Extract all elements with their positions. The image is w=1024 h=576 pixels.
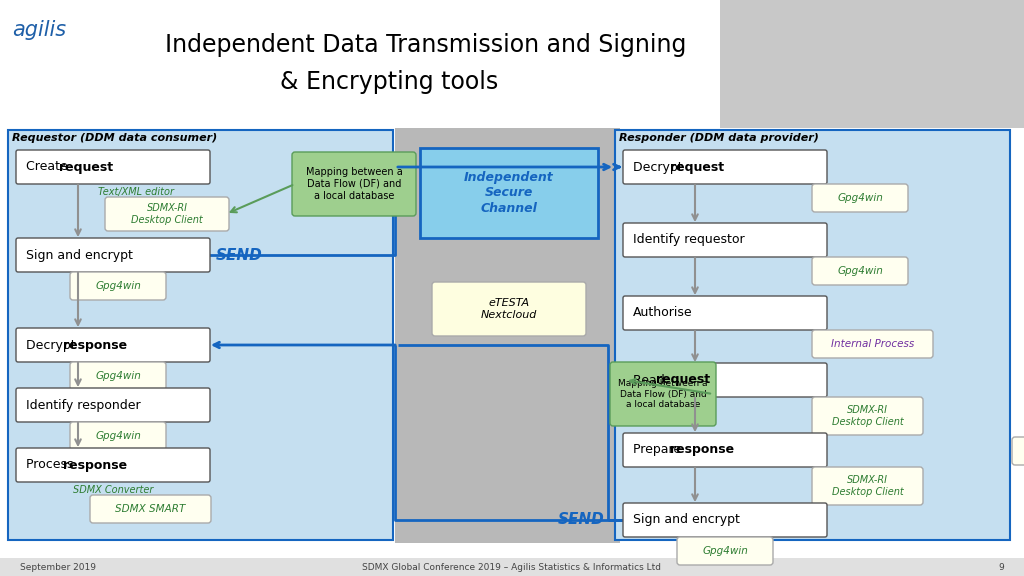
FancyBboxPatch shape xyxy=(395,128,620,543)
FancyBboxPatch shape xyxy=(677,537,773,565)
Text: SDMX Global Conference 2019 – Agilis Statistics & Informatics Ltd: SDMX Global Conference 2019 – Agilis Sta… xyxy=(362,563,662,571)
Text: SEND: SEND xyxy=(558,513,605,528)
Text: Mapping between a
Data Flow (DF) and
a local database: Mapping between a Data Flow (DF) and a l… xyxy=(305,168,402,200)
Text: Gpg4win: Gpg4win xyxy=(837,193,883,203)
FancyBboxPatch shape xyxy=(812,467,923,505)
Text: Independent Data Transmission and Signing: Independent Data Transmission and Signin… xyxy=(165,33,686,57)
FancyBboxPatch shape xyxy=(8,130,393,540)
Text: request: request xyxy=(58,161,113,173)
FancyBboxPatch shape xyxy=(623,223,827,257)
Text: request: request xyxy=(656,373,711,386)
Text: response: response xyxy=(63,458,128,472)
Text: Authorise: Authorise xyxy=(633,306,692,320)
Text: Sign and encrypt: Sign and encrypt xyxy=(633,513,740,526)
FancyBboxPatch shape xyxy=(720,0,1024,128)
Text: Text/XML editor: Text/XML editor xyxy=(98,187,174,197)
FancyBboxPatch shape xyxy=(16,388,210,422)
FancyBboxPatch shape xyxy=(420,148,598,238)
FancyBboxPatch shape xyxy=(812,330,933,358)
FancyBboxPatch shape xyxy=(623,296,827,330)
Text: response: response xyxy=(671,444,734,457)
Text: Process: Process xyxy=(26,458,78,472)
Text: Identify requestor: Identify requestor xyxy=(633,233,744,247)
Text: Responder (DDM data provider): Responder (DDM data provider) xyxy=(618,133,819,143)
FancyBboxPatch shape xyxy=(70,362,166,390)
Text: SDMX-RI
Desktop Client: SDMX-RI Desktop Client xyxy=(831,475,903,497)
Text: Requestor (DDM data consumer): Requestor (DDM data consumer) xyxy=(12,133,217,143)
Text: Independent
Secure
Channel: Independent Secure Channel xyxy=(464,172,554,214)
FancyBboxPatch shape xyxy=(623,363,827,397)
Text: SDMX SMART: SDMX SMART xyxy=(116,504,185,514)
Text: Gpg4win: Gpg4win xyxy=(95,281,141,291)
FancyBboxPatch shape xyxy=(812,257,908,285)
FancyBboxPatch shape xyxy=(16,150,210,184)
Text: Gpg4win: Gpg4win xyxy=(95,431,141,441)
Text: Identify responder: Identify responder xyxy=(26,399,140,411)
Text: Internal Process: Internal Process xyxy=(830,339,914,349)
Text: Prepare: Prepare xyxy=(633,444,685,457)
Text: Mapping between a
Data Flow (DF) and
a local database: Mapping between a Data Flow (DF) and a l… xyxy=(618,379,708,409)
Text: Read: Read xyxy=(633,373,669,386)
FancyBboxPatch shape xyxy=(0,0,730,128)
FancyBboxPatch shape xyxy=(70,422,166,450)
Text: response: response xyxy=(63,339,128,351)
Text: SDMX Converter: SDMX Converter xyxy=(73,485,154,495)
Text: eTESTA
Nextcloud: eTESTA Nextcloud xyxy=(481,298,538,320)
Text: SEND: SEND xyxy=(216,248,263,263)
FancyBboxPatch shape xyxy=(432,282,586,336)
Text: agilis: agilis xyxy=(12,20,67,40)
Text: Decrypt: Decrypt xyxy=(633,161,687,173)
Text: SDMX-RI
Desktop Client: SDMX-RI Desktop Client xyxy=(131,203,203,225)
Text: Gpg4win: Gpg4win xyxy=(837,266,883,276)
FancyBboxPatch shape xyxy=(292,152,416,216)
Text: Gpg4win: Gpg4win xyxy=(95,371,141,381)
Text: Create: Create xyxy=(26,161,72,173)
FancyBboxPatch shape xyxy=(90,495,211,523)
FancyBboxPatch shape xyxy=(16,328,210,362)
FancyBboxPatch shape xyxy=(623,433,827,467)
FancyBboxPatch shape xyxy=(70,272,166,300)
FancyBboxPatch shape xyxy=(1012,437,1024,465)
FancyBboxPatch shape xyxy=(16,448,210,482)
FancyBboxPatch shape xyxy=(615,130,1010,540)
FancyBboxPatch shape xyxy=(623,503,827,537)
FancyBboxPatch shape xyxy=(812,397,923,435)
Text: 9: 9 xyxy=(998,563,1004,571)
Text: & Encrypting tools: & Encrypting tools xyxy=(280,70,499,94)
Text: Sign and encrypt: Sign and encrypt xyxy=(26,248,133,262)
Text: Gpg4win: Gpg4win xyxy=(702,546,748,556)
FancyBboxPatch shape xyxy=(812,184,908,212)
FancyBboxPatch shape xyxy=(610,362,716,426)
Text: request: request xyxy=(671,161,725,173)
FancyBboxPatch shape xyxy=(0,558,1024,576)
FancyBboxPatch shape xyxy=(16,238,210,272)
FancyBboxPatch shape xyxy=(623,150,827,184)
Text: SDMX-RI
Desktop Client: SDMX-RI Desktop Client xyxy=(831,405,903,427)
FancyBboxPatch shape xyxy=(105,197,229,231)
Text: September 2019: September 2019 xyxy=(20,563,96,571)
Text: Decrypt: Decrypt xyxy=(26,339,80,351)
